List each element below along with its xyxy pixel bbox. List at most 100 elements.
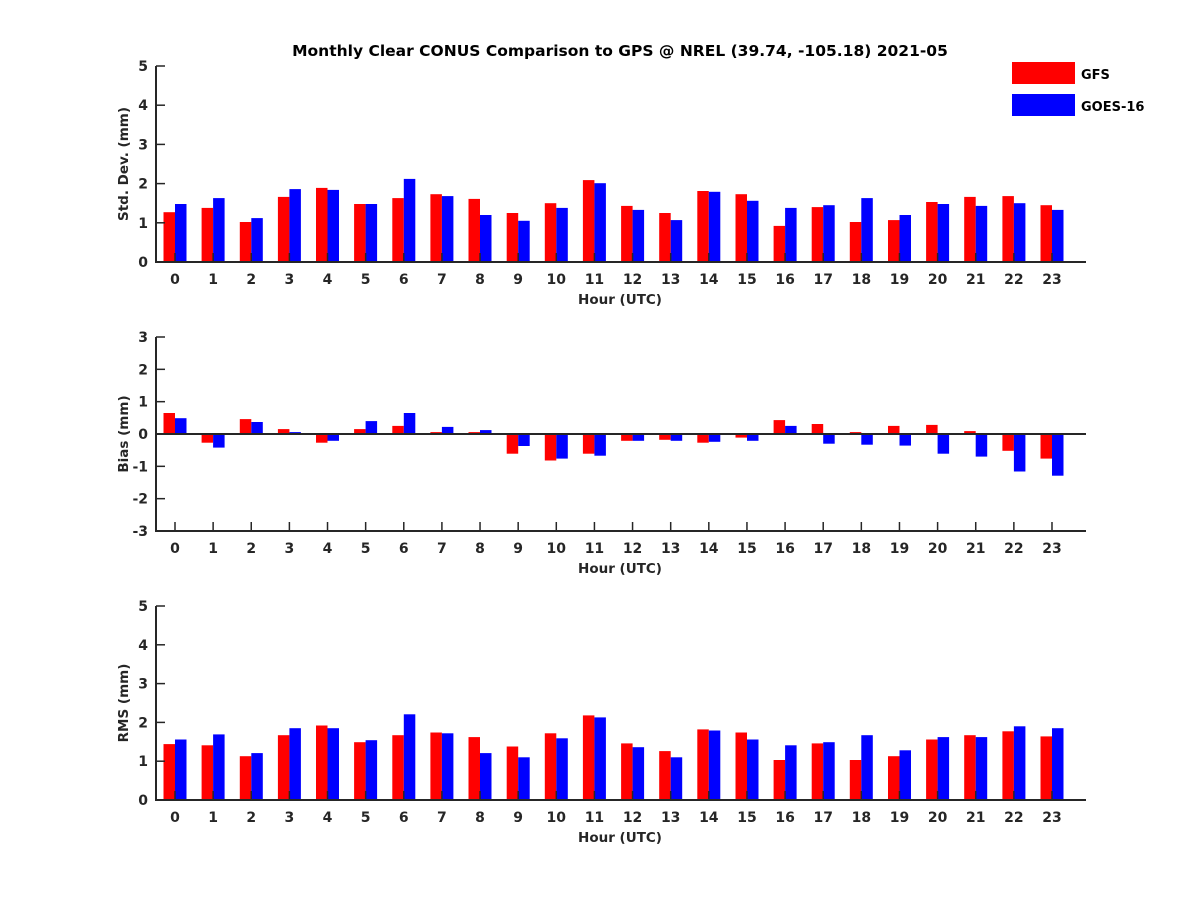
- y-tick-label: -2: [132, 492, 148, 508]
- y-tick-label: 1: [138, 395, 148, 411]
- bar-bias-goes16-14: [708, 434, 721, 442]
- bar-std-goes16-2: [251, 218, 263, 262]
- bar-rms-gfs-22: [1002, 731, 1014, 800]
- bar-std-gfs-21: [964, 196, 976, 262]
- bar-std-goes16-17: [823, 205, 835, 262]
- x-tick-label: 8: [475, 810, 485, 826]
- x-tick-label: 18: [852, 810, 871, 826]
- bar-bias-gfs-2: [239, 419, 252, 434]
- x-axis-label: Hour (UTC): [578, 830, 662, 846]
- x-tick-label: 6: [399, 272, 409, 288]
- bar-bias-gfs-14: [697, 434, 709, 443]
- bar-bias-goes16-22: [1013, 434, 1026, 472]
- x-tick-label: 4: [323, 810, 333, 826]
- bar-rms-goes16-12: [632, 747, 645, 800]
- bar-bias-gfs-9: [506, 434, 519, 454]
- bar-std-goes16-0: [175, 204, 187, 262]
- bar-rms-gfs-12: [621, 743, 633, 800]
- bar-rms-goes16-9: [518, 757, 530, 800]
- bar-bias-gfs-15: [735, 434, 747, 438]
- bar-std-gfs-14: [697, 191, 709, 262]
- bar-rms-goes16-3: [289, 728, 301, 800]
- y-tick-label: 2: [138, 715, 148, 731]
- x-tick-label: 8: [475, 272, 485, 288]
- x-tick-label: 13: [661, 541, 680, 557]
- x-tick-label: 15: [737, 541, 756, 557]
- x-tick-label: 12: [623, 810, 642, 826]
- legend-swatch-gfs: [1012, 62, 1075, 84]
- bar-std-goes16-5: [365, 204, 378, 262]
- x-tick-label: 4: [323, 272, 333, 288]
- bar-bias-goes16-2: [251, 422, 263, 434]
- bar-std-gfs-3: [277, 196, 290, 262]
- bar-std-goes16-15: [747, 200, 759, 262]
- bar-std-goes16-8: [480, 215, 492, 262]
- x-tick-label: 12: [623, 541, 642, 557]
- y-axis-label: RMS (mm): [116, 664, 132, 743]
- bar-bias-gfs-4: [316, 434, 328, 443]
- y-tick-label: 3: [138, 137, 148, 153]
- bar-std-goes16-4: [327, 189, 339, 262]
- bar-std-gfs-20: [926, 202, 938, 262]
- x-tick-label: 19: [890, 810, 909, 826]
- bar-std-gfs-8: [468, 198, 480, 262]
- x-tick-label: 17: [813, 272, 832, 288]
- x-tick-label: 5: [361, 272, 371, 288]
- bar-bias-gfs-6: [392, 425, 404, 434]
- x-tick-label: 14: [699, 541, 719, 557]
- bar-std-goes16-22: [1013, 203, 1026, 262]
- bar-bias-goes16-1: [213, 434, 225, 448]
- bar-bias-gfs-5: [354, 429, 366, 434]
- bar-bias-goes16-18: [861, 434, 873, 445]
- x-tick-label: 23: [1042, 272, 1061, 288]
- bar-bias-goes16-7: [441, 426, 454, 434]
- y-tick-label: -1: [132, 459, 148, 475]
- bar-rms-goes16-23: [1052, 728, 1064, 800]
- bar-rms-gfs-19: [888, 756, 900, 800]
- x-tick-label: 21: [966, 810, 985, 826]
- x-tick-label: 11: [585, 272, 604, 288]
- legend-label-gfs: GFS: [1081, 68, 1110, 83]
- x-tick-label: 2: [246, 541, 256, 557]
- x-axis-label: Hour (UTC): [578, 292, 662, 308]
- bar-std-gfs-5: [354, 204, 366, 262]
- bar-rms-goes16-15: [747, 739, 759, 800]
- bar-std-goes16-16: [785, 207, 797, 262]
- bar-rms-goes16-14: [708, 730, 721, 800]
- bar-bias-gfs-12: [621, 434, 633, 441]
- bar-std-gfs-17: [811, 207, 824, 262]
- x-tick-label: 8: [475, 541, 485, 557]
- x-tick-label: 10: [547, 810, 567, 826]
- x-tick-label: 6: [399, 810, 409, 826]
- bar-rms-gfs-23: [1040, 736, 1052, 800]
- x-tick-label: 0: [170, 541, 180, 557]
- y-tick-label: 1: [138, 754, 148, 770]
- y-tick-label: 3: [138, 677, 148, 693]
- x-tick-label: 1: [208, 541, 218, 557]
- bar-std-goes16-11: [594, 183, 606, 262]
- x-tick-label: 2: [246, 810, 256, 826]
- x-tick-label: 16: [775, 272, 794, 288]
- x-tick-label: 20: [928, 272, 948, 288]
- bar-rms-gfs-1: [201, 745, 214, 800]
- bar-std-gfs-7: [430, 194, 442, 262]
- bar-rms-goes16-6: [403, 714, 416, 800]
- bar-std-gfs-2: [239, 222, 252, 262]
- bar-std-goes16-13: [670, 220, 683, 262]
- x-tick-label: 3: [285, 541, 295, 557]
- bar-std-gfs-19: [888, 220, 900, 262]
- bar-bias-goes16-11: [594, 434, 606, 456]
- bar-std-goes16-6: [403, 178, 416, 262]
- bar-bias-goes16-4: [327, 434, 339, 441]
- bar-rms-gfs-8: [468, 737, 480, 800]
- bar-rms-gfs-15: [735, 732, 747, 800]
- x-tick-label: 19: [890, 272, 909, 288]
- bar-bias-gfs-0: [163, 413, 175, 434]
- bar-rms-gfs-3: [277, 735, 290, 800]
- x-tick-label: 18: [852, 272, 871, 288]
- bar-std-gfs-1: [201, 207, 214, 262]
- y-tick-label: 4: [138, 98, 148, 114]
- x-tick-label: 5: [361, 541, 371, 557]
- x-tick-label: 17: [813, 541, 832, 557]
